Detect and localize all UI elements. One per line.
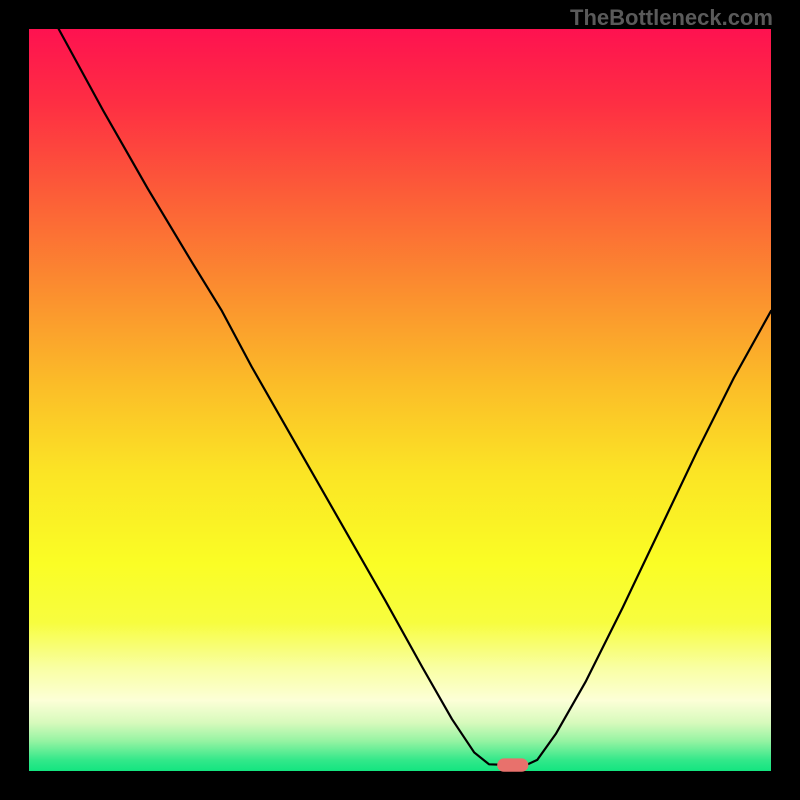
watermark-text: TheBottleneck.com — [570, 5, 773, 31]
optimal-marker — [497, 758, 528, 771]
gradient-background — [29, 29, 771, 771]
bottleneck-chart — [0, 0, 800, 800]
